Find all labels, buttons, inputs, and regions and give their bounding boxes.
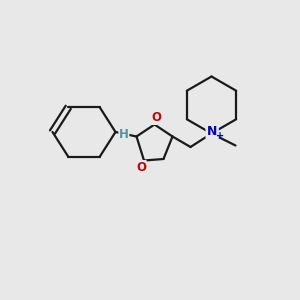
Text: +: + bbox=[216, 131, 225, 141]
Text: O: O bbox=[136, 160, 146, 174]
Text: O: O bbox=[151, 111, 161, 124]
Text: H: H bbox=[119, 128, 129, 142]
Text: N: N bbox=[207, 124, 217, 138]
